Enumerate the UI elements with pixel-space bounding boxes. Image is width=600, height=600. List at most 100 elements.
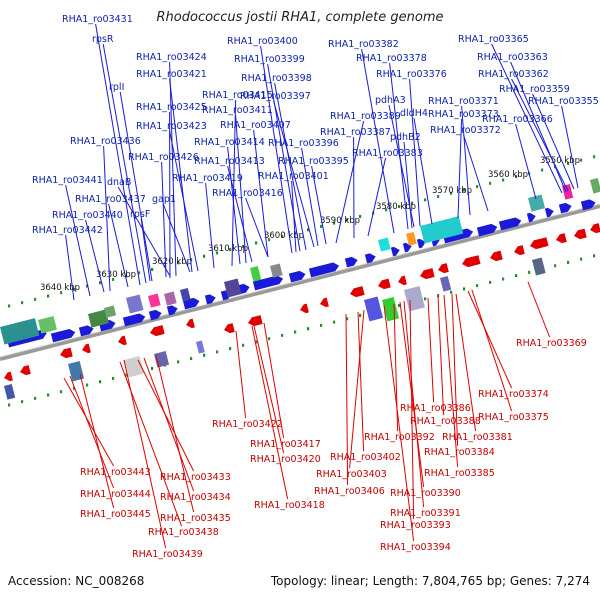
- gene-leader-line-top: [260, 45, 293, 254]
- gene-leader-line-top: [457, 118, 463, 219]
- tick-row-upper: [47, 294, 50, 298]
- forward-gene-arrow: [442, 228, 474, 244]
- gene-label-top: RHA1_ro03371: [428, 96, 499, 107]
- gene-label-top: RHA1_ro03431: [62, 14, 133, 25]
- gene-label-bottom: RHA1_ro03374: [478, 389, 549, 400]
- tick-row-lower: [47, 393, 50, 397]
- gene-leader-line-bottom: [345, 313, 349, 486]
- scale-tick-label: 3560 kbp: [488, 170, 528, 180]
- tick-row-lower: [502, 277, 505, 281]
- tick-row-upper: [138, 271, 141, 275]
- feature-block: [249, 266, 262, 282]
- tick-row-upper: [242, 244, 245, 248]
- gene-label-bottom: RHA1_ro03420: [250, 454, 321, 465]
- feature-block: [562, 184, 574, 200]
- gene-label-top: RHA1_ro03440: [52, 210, 123, 221]
- scale-tick-label: 3640 kbp: [40, 283, 80, 293]
- gene-label-top: RHA1_ro03436: [70, 136, 141, 147]
- feature-block: [195, 340, 205, 354]
- tick-row-lower: [60, 390, 63, 394]
- tick-row-upper: [385, 208, 388, 212]
- tick-row-upper: [73, 287, 76, 291]
- tick-row-lower: [216, 350, 219, 354]
- tick-row-upper: [489, 181, 492, 185]
- genome-backbone: [0, 204, 600, 361]
- scale-tick-label: 3570 kbp: [432, 186, 472, 196]
- tick-row-lower: [151, 366, 154, 370]
- reverse-gene-arrow: [530, 237, 549, 250]
- forward-gene-arrow: [50, 328, 76, 343]
- gene-label-top: RHA1_ro03363: [477, 52, 548, 63]
- gene-leader-line-top: [108, 203, 129, 288]
- reverse-gene-arrow: [186, 318, 195, 329]
- tick-row-upper: [320, 224, 323, 228]
- gene-leader-line-bottom: [383, 304, 415, 542]
- gene-leader-line-top: [274, 82, 307, 251]
- tick-row-upper: [450, 191, 453, 195]
- tick-row-lower: [489, 280, 492, 284]
- reverse-gene-arrow: [118, 335, 127, 346]
- reverse-gene-arrow: [514, 245, 525, 256]
- gene-label-bottom: RHA1_ro03381: [442, 432, 513, 443]
- reverse-gene-arrow: [224, 323, 235, 334]
- gene-label-bottom: RHA1_ro03403: [316, 469, 387, 480]
- feature-block: [153, 351, 170, 368]
- gene-leader-line-bottom: [235, 330, 247, 419]
- gene-label-top: rpsF: [130, 209, 150, 220]
- gene-label-top: RHA1_ro03421: [136, 69, 207, 80]
- gene-leader-line-top: [510, 61, 567, 193]
- gene-label-top: RHA1_ro03419: [172, 173, 243, 184]
- tick-row-lower: [450, 290, 453, 294]
- gene-label-top: pdhA3: [375, 95, 406, 106]
- gene-label-bottom: RHA1_ro03375: [478, 412, 549, 423]
- gene-leader-line-bottom: [451, 293, 459, 447]
- gene-label-top: RHA1_ro03376: [376, 69, 447, 80]
- feature-block: [404, 286, 425, 312]
- tick-row-upper: [21, 301, 24, 305]
- tick-row-lower: [437, 294, 440, 298]
- tick-row-lower: [567, 260, 570, 264]
- gene-label-bottom: RHA1_ro03445: [80, 509, 151, 520]
- gene-leader-line-bottom: [357, 311, 365, 452]
- scale-tick-label: 3620 kbp: [152, 257, 192, 267]
- gene-leader-line-top: [463, 134, 489, 212]
- map-title: Rhodococcus jostii RHA1, complete genome: [157, 10, 444, 25]
- gene-label-bottom: RHA1_ro03435: [160, 513, 231, 524]
- tick-row-lower: [528, 270, 531, 274]
- gene-label-top: RHA1_ro03355: [528, 96, 599, 107]
- gene-label-bottom: RHA1_ro03443: [80, 467, 151, 478]
- gene-label-bottom: RHA1_ro03386: [400, 403, 471, 414]
- tick-row-upper: [593, 155, 596, 159]
- tick-row-lower: [255, 340, 258, 344]
- gene-label-top: RHA1_ro03413: [194, 156, 265, 167]
- gene-leader-line-top: [389, 62, 409, 230]
- gene-leader-line-top: [361, 48, 395, 234]
- gene-label-top: RHA1_ro03366: [482, 114, 553, 125]
- gene-label-bottom: RHA1_ro03438: [148, 527, 219, 538]
- tick-row-upper: [229, 248, 232, 252]
- gene-label-top: RHA1_ro03382: [328, 39, 399, 50]
- forward-gene-arrow: [204, 294, 216, 305]
- tick-row-upper: [515, 175, 518, 179]
- tick-row-lower: [333, 320, 336, 324]
- gene-leader-line-top: [245, 197, 269, 258]
- tick-row-lower: [476, 284, 479, 288]
- tick-row-lower: [86, 383, 89, 387]
- forward-gene-arrow: [364, 253, 376, 264]
- gene-leader-line-top: [103, 145, 111, 292]
- reverse-gene-arrow: [320, 297, 329, 308]
- tick-row-lower: [515, 274, 518, 278]
- gene-label-top: RHA1_ro03442: [32, 225, 103, 236]
- gene-leader-line-bottom: [143, 357, 195, 492]
- gene-leader-line-top: [117, 186, 171, 277]
- forward-gene-arrow: [148, 309, 162, 321]
- gene-leader-line-top: [227, 165, 253, 263]
- gene-leader-line-top: [515, 123, 537, 200]
- gene-leader-line-bottom: [263, 322, 285, 439]
- gene-label-top: RHA1_ro03387: [320, 127, 391, 138]
- gene-label-bottom: RHA1_ro03394: [380, 542, 451, 553]
- gene-leader-line-top: [231, 99, 237, 267]
- tick-row-upper: [580, 158, 583, 162]
- gene-label-top: RHA1_ro03389: [330, 111, 401, 122]
